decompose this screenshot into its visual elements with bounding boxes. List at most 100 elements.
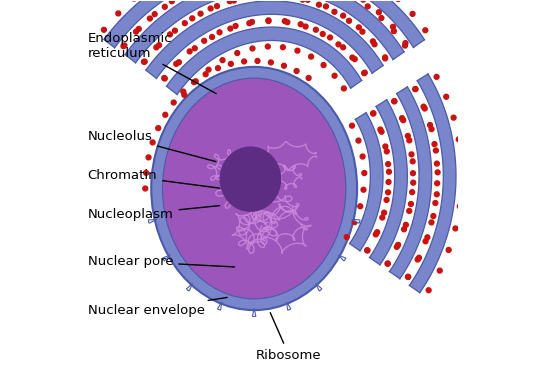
Circle shape [423,28,428,33]
Wedge shape [149,219,157,223]
Circle shape [306,75,311,80]
Circle shape [403,222,408,227]
Circle shape [170,0,175,4]
Circle shape [266,18,271,23]
Circle shape [365,248,370,253]
Circle shape [409,152,414,157]
Circle shape [386,169,391,174]
Circle shape [143,59,147,64]
Circle shape [382,210,386,215]
Circle shape [171,100,176,105]
Circle shape [406,274,411,279]
Text: Ribosome: Ribosome [256,313,321,362]
Circle shape [247,21,252,26]
Circle shape [435,181,440,186]
Circle shape [341,86,346,91]
Circle shape [357,25,362,30]
Circle shape [456,137,461,142]
Circle shape [405,133,410,138]
Circle shape [453,226,458,231]
Circle shape [403,43,408,48]
Text: Nuclear pore: Nuclear pore [88,255,235,268]
Circle shape [163,76,167,81]
Ellipse shape [220,146,281,212]
Circle shape [174,61,179,66]
Circle shape [457,204,462,209]
Polygon shape [390,87,431,279]
Circle shape [101,28,106,32]
Circle shape [451,115,456,120]
Circle shape [143,186,147,191]
Circle shape [444,94,449,99]
Circle shape [208,6,213,11]
Circle shape [203,72,208,77]
Circle shape [425,235,430,240]
Circle shape [385,261,390,266]
Circle shape [303,24,308,29]
Wedge shape [315,284,322,291]
Circle shape [336,42,341,47]
Circle shape [295,48,300,53]
Circle shape [217,30,222,35]
Circle shape [399,116,404,121]
Circle shape [432,142,437,147]
Wedge shape [352,219,360,223]
Circle shape [429,127,434,132]
Circle shape [410,11,415,16]
Circle shape [210,35,215,40]
Circle shape [193,79,198,84]
Circle shape [402,227,406,232]
Text: Nucleoplasm: Nucleoplasm [88,205,220,221]
Circle shape [379,15,384,20]
Circle shape [341,45,346,50]
Polygon shape [350,113,383,251]
Circle shape [434,74,439,79]
Circle shape [285,20,290,25]
Circle shape [435,161,440,166]
Circle shape [198,11,203,16]
Circle shape [423,239,428,244]
Circle shape [157,43,162,48]
Circle shape [321,63,326,67]
Circle shape [422,106,427,111]
Circle shape [344,234,349,239]
Circle shape [150,140,155,145]
Circle shape [361,187,366,192]
Circle shape [206,67,211,72]
Circle shape [346,18,351,23]
Circle shape [332,9,337,14]
Circle shape [429,220,434,225]
Circle shape [371,111,376,116]
Circle shape [437,268,442,273]
Circle shape [417,255,422,260]
Wedge shape [287,302,291,310]
Circle shape [192,46,197,51]
Circle shape [162,75,166,80]
Circle shape [392,99,397,104]
Circle shape [116,11,121,16]
Circle shape [320,32,325,37]
Circle shape [406,208,411,213]
Circle shape [235,51,240,55]
Polygon shape [125,0,404,63]
Circle shape [375,230,379,234]
Text: Nucleolus: Nucleolus [88,130,216,162]
Circle shape [371,39,376,44]
Text: Chromatin: Chromatin [88,169,220,188]
Circle shape [156,126,160,130]
Circle shape [216,66,221,70]
Circle shape [421,104,426,109]
Polygon shape [370,100,408,265]
Circle shape [435,170,440,175]
Circle shape [341,13,346,18]
Circle shape [373,232,378,237]
Circle shape [383,56,388,61]
Circle shape [379,129,384,134]
Circle shape [413,87,418,92]
Circle shape [172,28,177,33]
Circle shape [233,23,238,28]
Circle shape [141,59,146,64]
Wedge shape [338,255,346,261]
Circle shape [460,181,464,186]
Text: Endoplasmic
reticulum: Endoplasmic reticulum [88,32,216,93]
